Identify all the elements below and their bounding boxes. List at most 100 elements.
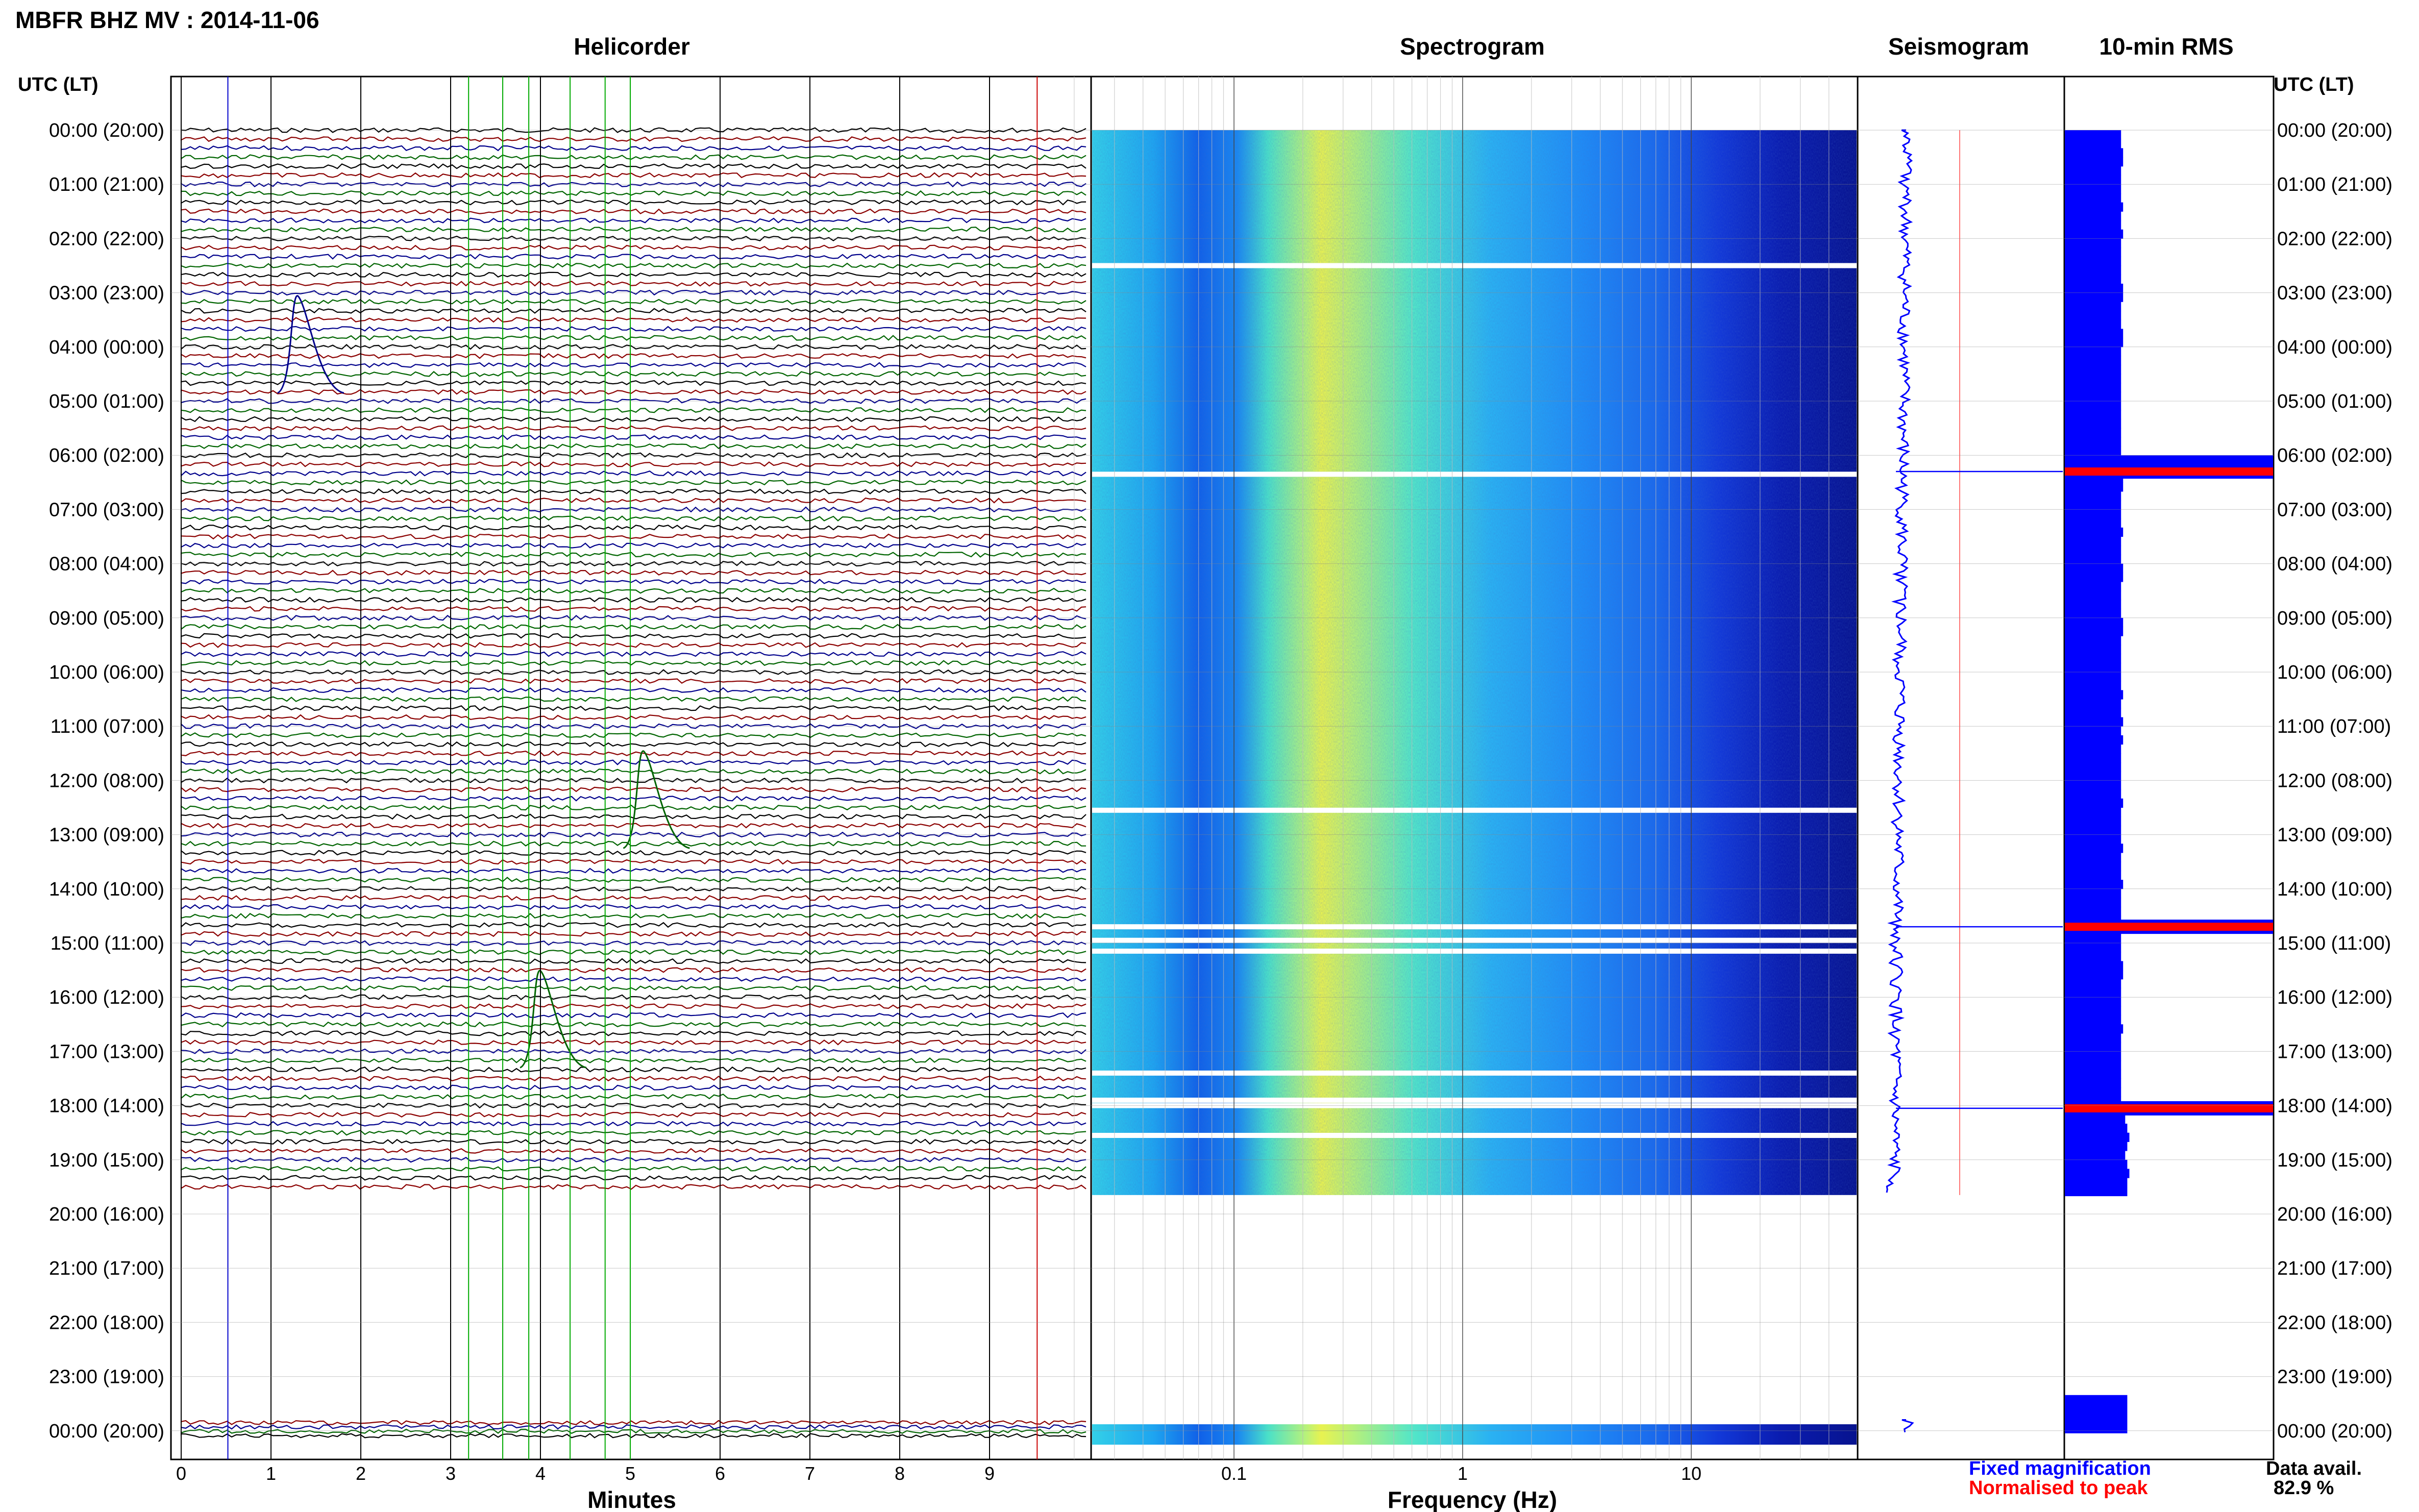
rms-bar: [2065, 509, 2121, 519]
helicorder-trace: [180, 235, 1087, 242]
rms-bar: [2065, 1033, 2121, 1043]
minutes-tick-label: 8: [895, 1463, 905, 1484]
hour-label-right: 16:00 (12:00): [2277, 987, 2392, 1008]
rms-bar: [2065, 148, 2124, 158]
helicorder-trace: [180, 560, 1087, 567]
hour-label-right: 12:00 (08:00): [2277, 770, 2392, 791]
hour-label-right: 14:00 (10:00): [2277, 879, 2392, 900]
rms-bar: [2065, 500, 2121, 510]
helicorder-trace: [180, 127, 1087, 133]
rms-bar: [2065, 970, 2124, 980]
rms-bar: [2065, 789, 2121, 799]
rms-bar: [2065, 1060, 2121, 1070]
hour-label-left: 08:00 (04:00): [49, 554, 164, 575]
rms-normalised-bar: [2065, 467, 2273, 476]
hour-label-right: 15:00 (11:00): [2277, 933, 2391, 954]
helicorder-trace: [180, 136, 1087, 142]
frequency-tick-label: 10: [1681, 1463, 1701, 1484]
left-axis-header: UTC (LT): [18, 74, 98, 95]
rms-bar: [2065, 582, 2121, 591]
helicorder-trace: [180, 569, 1087, 576]
rms-bar: [2065, 1024, 2124, 1034]
rms-bar: [2065, 600, 2121, 609]
helicorder-trace: [180, 877, 1087, 883]
rms-bar: [2065, 663, 2121, 673]
minutes-tick-label: 1: [266, 1463, 276, 1484]
rms-bar: [2065, 681, 2121, 690]
helicorder-trace: [180, 696, 1087, 702]
helicorder-trace: [180, 651, 1087, 657]
rms-bar: [2065, 645, 2121, 655]
helicorder-trace: [180, 994, 1087, 1001]
helicorder-trace: [180, 172, 1087, 179]
hour-label-right: 20:00 (16:00): [2277, 1204, 2392, 1225]
helicorder-trace: [180, 587, 1087, 594]
helicorder-trace: [180, 407, 1087, 413]
rms-bar: [2065, 220, 2121, 230]
rms-bar: [2065, 834, 2121, 844]
minutes-tick-label: 6: [715, 1463, 725, 1484]
frequency-axis-label: Frequency (Hz): [1388, 1486, 1557, 1512]
frequency-tick-label: 1: [1458, 1463, 1468, 1484]
helicorder-trace: [180, 362, 1087, 368]
helicorder-trace: [180, 1428, 1087, 1434]
hour-label-right: 05:00 (01:00): [2277, 391, 2392, 412]
hour-label-right: 22:00 (18:00): [2277, 1312, 2392, 1333]
helicorder-trace: [180, 606, 1087, 612]
rms-bar: [2065, 717, 2124, 727]
seismogram-trace-fixed: [1902, 1419, 1914, 1432]
rms-bar: [2065, 292, 2124, 302]
rms-bar: [2065, 771, 2121, 781]
spectrogram-image: [1092, 1424, 1857, 1445]
helicorder-trace: [180, 741, 1087, 748]
rms-bar: [2065, 311, 2121, 320]
helicorder-trace: [180, 912, 1087, 919]
hour-label-right: 13:00 (09:00): [2277, 825, 2392, 846]
rms-bar: [2065, 455, 2273, 465]
helicorder-trace: [180, 813, 1087, 820]
seismogram-frame: [1857, 76, 2065, 1460]
hour-label-left: 06:00 (02:00): [49, 445, 164, 466]
spectrogram-gap: [1092, 924, 1857, 930]
helicorder-trace: [180, 533, 1087, 540]
helicorder-trace: [180, 1048, 1087, 1055]
rms-bar: [2065, 1159, 2128, 1169]
helicorder-trace: [180, 1138, 1087, 1145]
helicorder-trace: [180, 660, 1087, 666]
hour-label-left: 14:00 (10:00): [49, 879, 164, 900]
hour-label-right: 06:00 (02:00): [2277, 445, 2392, 466]
helicorder-trace: [180, 786, 1087, 792]
minutes-tick-label: 4: [535, 1463, 546, 1484]
seismogram-trace-fixed: [1886, 129, 1913, 1193]
hour-label-right: 00:00 (20:00): [2277, 1421, 2392, 1442]
data-availability-label: Data avail.: [2266, 1458, 2362, 1479]
rms-bar: [2065, 356, 2121, 365]
spectrogram-gap: [1092, 472, 1857, 477]
helicorder-trace: [180, 479, 1087, 486]
rms-bar: [2065, 338, 2124, 348]
rms-bar: [2065, 1006, 2121, 1016]
rms-bar: [2065, 672, 2121, 682]
rms-bar: [2065, 446, 2121, 456]
seismogram-panel: [1857, 76, 2065, 1460]
rms-bar: [2065, 184, 2121, 194]
hour-label-left: 13:00 (09:00): [49, 825, 164, 846]
helicorder-trace: [180, 597, 1087, 603]
hour-label-right: 08:00 (04:00): [2277, 554, 2392, 575]
hour-label-left: 00:00 (20:00): [49, 120, 164, 141]
rms-bar: [2065, 1051, 2121, 1061]
rms-bar: [2065, 952, 2121, 961]
helicorder-trace: [180, 895, 1087, 901]
rms-bar: [2065, 247, 2121, 257]
helicorder-event: [623, 750, 690, 849]
rms-bar: [2065, 130, 2121, 140]
rms-bar: [2065, 166, 2121, 176]
helicorder-trace: [180, 1184, 1087, 1190]
helicorder-trace: [180, 949, 1087, 955]
helicorder-trace: [180, 940, 1087, 946]
spectrogram-gap: [1092, 1097, 1857, 1103]
rms-bar: [2065, 527, 2124, 537]
helicorder-trace: [180, 1084, 1087, 1091]
rms-bar: [2065, 861, 2121, 871]
rms-bar: [2065, 1395, 2128, 1433]
